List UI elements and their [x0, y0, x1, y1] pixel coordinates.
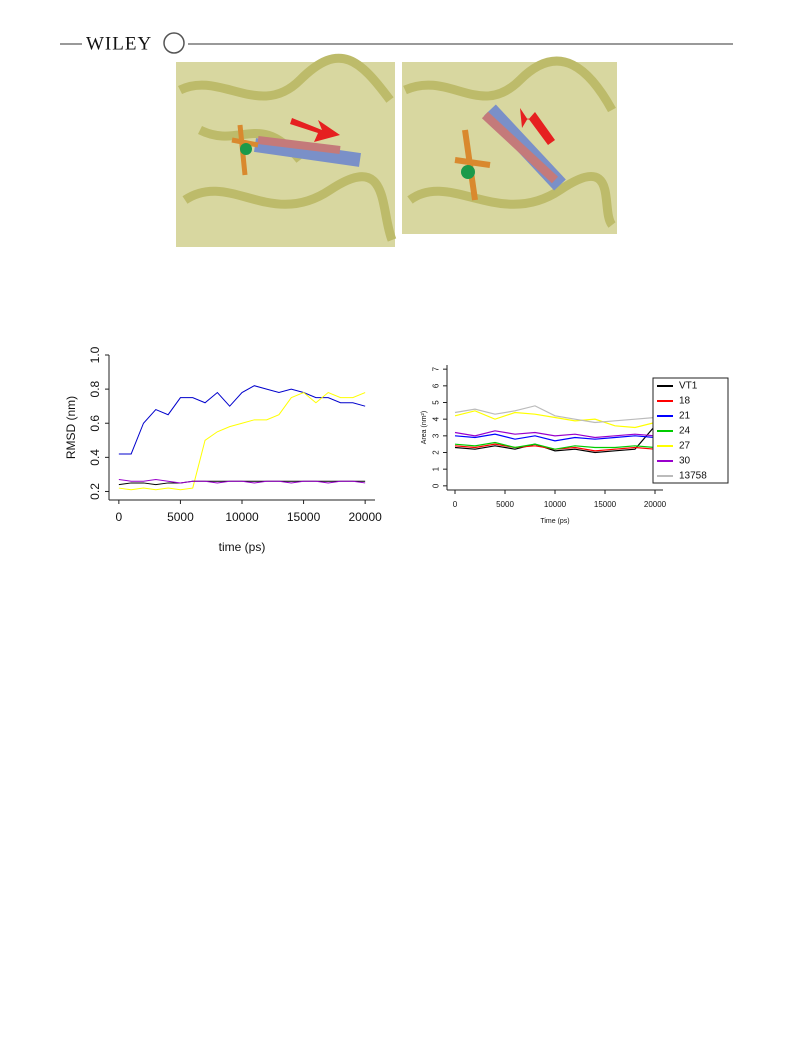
y-tick-label: 0 [431, 483, 440, 488]
series-line [454, 433, 656, 442]
x-tick-label: 10000 [225, 510, 259, 524]
legend-label: 13758 [679, 471, 707, 482]
publisher-logo: WILEY [86, 33, 152, 54]
series-line [118, 391, 366, 491]
y-tick-label: 3 [431, 433, 440, 438]
legend-label: 30 [679, 456, 691, 467]
legend-label: VT1 [679, 381, 698, 392]
y-tick-label: 0.8 [88, 380, 102, 397]
series-line [454, 441, 656, 450]
y-tick-label: 1 [431, 466, 440, 471]
y-axis-label: Area (nm²) [421, 411, 428, 444]
y-tick-label: 0.6 [88, 415, 102, 432]
series-line [454, 410, 656, 429]
logo-icon [163, 32, 185, 54]
x-tick-label: 15000 [287, 510, 321, 524]
x-tick-label: 5000 [167, 510, 194, 524]
y-tick-label: 6 [431, 383, 440, 388]
structure-image-left [176, 53, 397, 247]
y-tick-label: 7 [431, 366, 440, 371]
x-tick-label: 15000 [594, 500, 617, 509]
series-line [118, 385, 366, 455]
y-tick-label: 5 [431, 400, 440, 405]
y-tick-label: 4 [431, 416, 440, 421]
y-tick-label: 2 [431, 450, 440, 455]
x-tick-label: 20000 [348, 510, 382, 524]
y-tick-label: 1.0 [88, 346, 102, 363]
x-tick-label: 5000 [496, 500, 514, 509]
legend-label: 27 [679, 441, 691, 452]
x-tick-label: 0 [453, 500, 458, 509]
x-tick-label: 0 [116, 510, 123, 524]
y-axis-label: RMSD (nm) [64, 396, 78, 459]
x-axis-label: Time (ps) [540, 518, 569, 525]
structure-image-right [402, 56, 617, 234]
legend-label: 21 [679, 411, 691, 422]
x-tick-label: 10000 [544, 500, 567, 509]
series-line [454, 425, 656, 454]
x-axis-label: time (ps) [219, 540, 266, 554]
x-tick-label: 20000 [644, 500, 667, 509]
series-line [454, 405, 656, 424]
y-tick-label: 0.2 [88, 483, 102, 500]
series-line [454, 430, 656, 439]
legend-label: 18 [679, 396, 691, 407]
y-tick-label: 0.4 [88, 449, 102, 466]
legend-label: 24 [679, 426, 691, 437]
series-line [118, 479, 366, 484]
